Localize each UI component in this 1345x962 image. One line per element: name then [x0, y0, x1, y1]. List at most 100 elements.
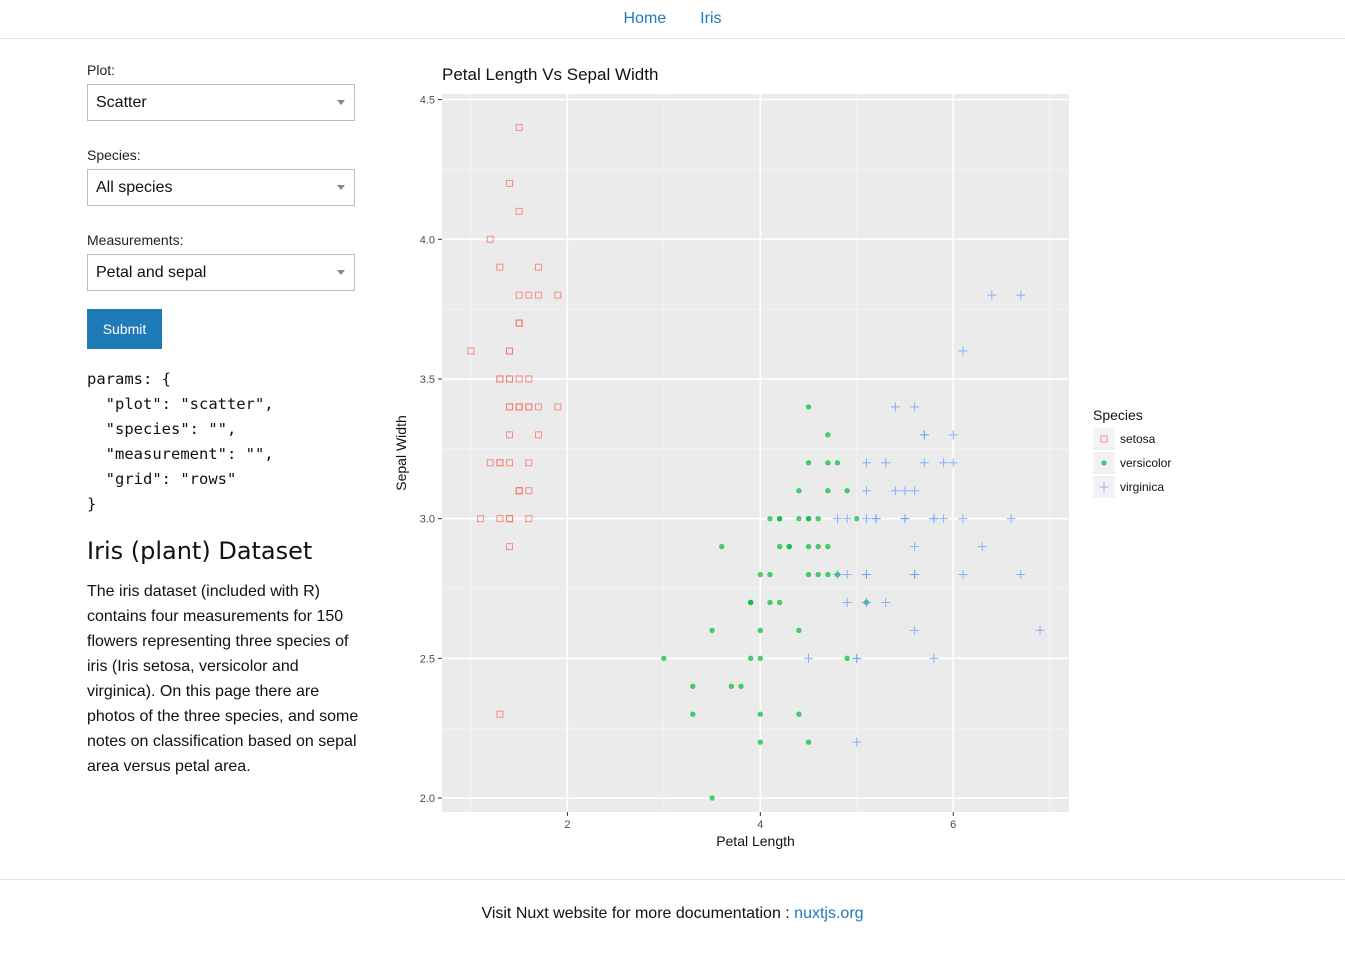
point-virginica — [910, 402, 920, 412]
point-versicolor — [796, 515, 802, 522]
point-virginica — [871, 514, 881, 524]
point-virginica — [910, 542, 920, 552]
point-setosa — [486, 235, 494, 243]
point-virginica — [910, 486, 920, 496]
y-tick-label: 4.0 — [420, 234, 435, 246]
nav-home-link[interactable]: Home — [623, 10, 667, 27]
legend-marker-virginica — [1099, 482, 1109, 492]
point-setosa — [477, 515, 485, 523]
point-virginica — [852, 737, 862, 747]
plot-select[interactable]: Scatter — [87, 84, 355, 121]
point-versicolor — [776, 515, 783, 522]
point-setosa — [515, 403, 523, 411]
controls-panel: Plot: Scatter Species: All species Measu… — [87, 62, 359, 779]
dataset-title: Iris (plant) Dataset — [87, 537, 313, 565]
legend-label-versicolor: versicolor — [1120, 456, 1171, 470]
y-tick-label: 2.0 — [420, 793, 435, 805]
point-setosa — [525, 403, 533, 411]
y-tick-label: 2.5 — [420, 653, 435, 665]
point-virginica — [861, 458, 871, 468]
point-versicolor — [815, 571, 821, 578]
point-setosa — [515, 207, 523, 215]
point-setosa — [496, 515, 504, 523]
point-virginica — [958, 346, 968, 356]
point-setosa — [515, 124, 523, 132]
point-setosa — [554, 403, 562, 411]
point-setosa — [486, 459, 494, 467]
point-virginica — [910, 570, 920, 580]
dataset-description: The iris dataset (included with R) conta… — [87, 583, 359, 775]
nuxt-link[interactable]: nuxtjs.org — [794, 905, 864, 922]
chevron-down-icon — [337, 270, 345, 275]
point-virginica — [948, 430, 958, 440]
chevron-down-icon — [337, 100, 345, 105]
point-setosa — [467, 347, 475, 355]
point-versicolor — [690, 711, 696, 717]
point-setosa — [506, 543, 514, 551]
measurements-select[interactable]: Petal and sepal — [87, 254, 355, 291]
point-setosa — [515, 291, 523, 299]
point-virginica — [890, 486, 900, 496]
point-setosa — [515, 487, 523, 495]
point-setosa — [554, 291, 562, 299]
top-nav: Home Iris — [0, 0, 1345, 39]
legend-marker-versicolor — [1101, 460, 1107, 466]
point-virginica — [852, 653, 862, 663]
species-select[interactable]: All species — [87, 169, 355, 206]
point-versicolor — [757, 627, 764, 634]
point-versicolor — [844, 488, 850, 494]
point-versicolor — [854, 515, 860, 522]
point-virginica — [861, 570, 871, 580]
submit-button[interactable]: Submit — [87, 309, 162, 349]
point-virginica — [919, 458, 929, 468]
x-tick-label: 4 — [757, 819, 763, 831]
point-versicolor — [796, 488, 802, 494]
nav-iris-link[interactable]: Iris — [700, 10, 722, 27]
point-setosa — [525, 515, 533, 523]
footer: Visit Nuxt website for more documentatio… — [0, 879, 1345, 962]
point-virginica — [890, 402, 900, 412]
point-setosa — [506, 459, 514, 467]
point-versicolor — [738, 683, 744, 689]
point-setosa — [525, 291, 533, 299]
point-versicolor — [825, 488, 831, 494]
point-setosa — [506, 515, 514, 523]
point-virginica — [1016, 570, 1026, 580]
point-virginica — [861, 486, 871, 496]
point-versicolor — [709, 627, 715, 634]
footer-text: Visit Nuxt website for more documentatio… — [481, 905, 795, 922]
point-versicolor — [825, 460, 831, 466]
point-setosa — [525, 375, 533, 383]
y-axis-label: Sepal Width — [393, 415, 409, 490]
point-virginica — [842, 597, 852, 607]
measurements-select-value: Petal and sepal — [96, 264, 207, 281]
point-virginica — [958, 570, 968, 580]
point-versicolor — [805, 460, 812, 466]
point-setosa — [534, 291, 542, 299]
point-versicolor — [757, 711, 764, 717]
point-virginica — [842, 570, 852, 580]
legend-label-setosa: setosa — [1120, 432, 1156, 446]
point-virginica — [804, 653, 814, 663]
plot-label: Plot: — [87, 62, 116, 78]
x-tick-label: 2 — [564, 819, 570, 831]
point-setosa — [534, 403, 542, 411]
point-virginica — [987, 290, 997, 300]
chart-title: Petal Length Vs Sepal Width — [442, 65, 658, 84]
point-setosa — [506, 179, 514, 187]
species-label: Species: — [87, 147, 141, 163]
x-tick-label: 6 — [950, 819, 956, 831]
point-virginica — [939, 458, 949, 468]
chart-svg: Petal Length Vs Sepal Width 2 4 6 2.0 2.5 3.0 3… — [393, 65, 1171, 849]
legend-marker-setosa — [1100, 435, 1108, 443]
point-virginica — [929, 653, 939, 663]
point-versicolor — [805, 543, 812, 550]
point-virginica — [861, 597, 871, 607]
point-setosa — [525, 459, 533, 467]
point-setosa — [496, 710, 504, 718]
point-versicolor — [747, 655, 754, 662]
point-virginica — [900, 486, 910, 496]
point-virginica — [881, 458, 891, 468]
point-setosa — [515, 319, 523, 327]
point-virginica — [919, 430, 929, 440]
